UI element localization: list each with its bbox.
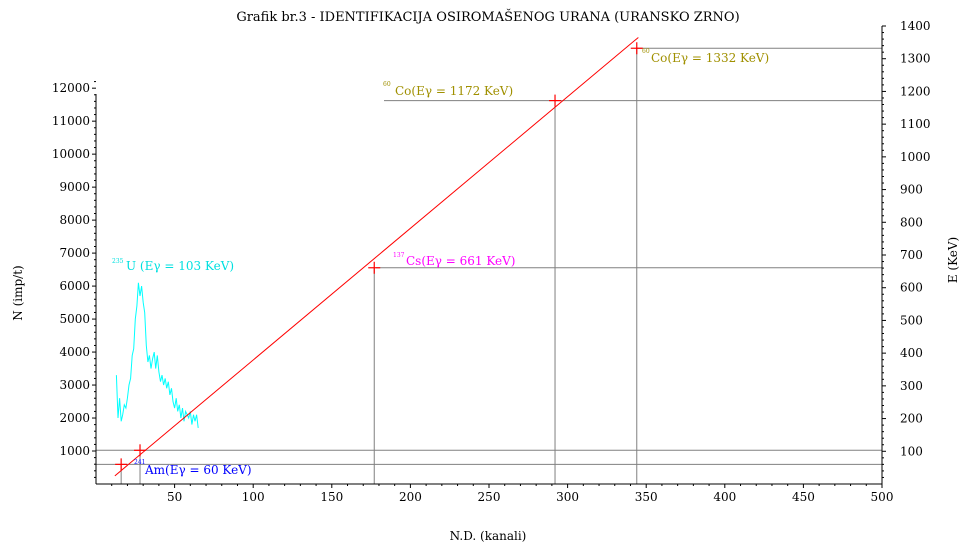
spectrum-line: [115, 282, 199, 428]
u-annotation: U (Eγ = 103 KeV): [126, 259, 234, 273]
cs-annotation: Cs(Eγ = 661 KeV): [406, 254, 515, 268]
tick-marks: 50 100 150 200 250 300 350 400 450 500 1000 2000 300…: [52, 19, 931, 504]
y-right-tick-label-1100: 1100: [900, 117, 931, 131]
co1332-iso: 60: [642, 48, 650, 55]
y-left-tick-label-7000: 7000: [59, 246, 90, 260]
y-right-axis-title: E (KeV): [946, 237, 960, 283]
y-left-tick-label-5000: 5000: [59, 312, 90, 326]
y-right-tick-label-800: 800: [900, 215, 923, 229]
y-left-tick-label-12000: 12000: [52, 81, 90, 95]
am-iso: 241: [134, 459, 145, 466]
y-right-tick-label-500: 500: [900, 313, 923, 327]
x-tick-label-450: 450: [792, 490, 815, 504]
y-left-tick-label-3000: 3000: [59, 378, 90, 392]
co1332-annotation: Co(Eγ = 1332 KeV): [651, 51, 769, 65]
x-tick-label-300: 300: [556, 490, 579, 504]
y-left-tick-label-8000: 8000: [59, 213, 90, 227]
peak-annotations: 241 Am(Eγ = 60 KeV) 235 U (Eγ = 103 KeV)…: [112, 48, 769, 477]
co1172-iso: 60: [383, 81, 391, 88]
y-right-tick-label-200: 200: [900, 412, 923, 426]
y-left-tick-label-1000: 1000: [59, 444, 90, 458]
x-tick-label-250: 250: [478, 490, 501, 504]
y-right-tick-label-1000: 1000: [900, 150, 931, 164]
y-left-tick-label-9000: 9000: [59, 180, 90, 194]
y-right-tick-label-100: 100: [900, 444, 923, 458]
y-right-tick-label-1400: 1400: [900, 19, 931, 33]
y-left-tick-label-6000: 6000: [59, 279, 90, 293]
y-left-tick-label-4000: 4000: [59, 345, 90, 359]
y-right-tick-label-700: 700: [900, 248, 923, 262]
x-tick-label-50: 50: [167, 490, 182, 504]
x-axis-title: N.D. (kanali): [450, 529, 527, 543]
peak-marker-103: [134, 444, 147, 457]
y-left-tick-label-11000: 11000: [52, 114, 90, 128]
chart-title: Grafik br.3 - IDENTIFIKACIJA OSIROMAŠENO…: [236, 8, 739, 25]
y-left-axis-title: N (imp/t): [11, 265, 25, 320]
y-right-tick-label-900: 900: [900, 183, 923, 197]
co1172-annotation: Co(Eγ = 1172 KeV): [395, 84, 513, 98]
peak-markers: [115, 42, 643, 471]
y-right-tick-label-1300: 1300: [900, 52, 931, 66]
calibration-line: [114, 37, 639, 477]
am-annotation: Am(Eγ = 60 KeV): [144, 463, 252, 477]
x-tick-label-150: 150: [320, 490, 343, 504]
peak-marker-661: [368, 261, 381, 274]
y-right-tick-label-600: 600: [900, 281, 923, 295]
x-tick-label-500: 500: [871, 490, 894, 504]
reference-lines: [96, 47, 882, 484]
peak-marker-1172: [549, 94, 562, 107]
calibration-series: [114, 37, 639, 477]
y-left-tick-label-2000: 2000: [59, 411, 90, 425]
peak-marker-60: [115, 458, 128, 471]
u-iso: 235: [112, 258, 124, 265]
y-right-tick-label-300: 300: [900, 379, 923, 393]
spectrum-series: [115, 282, 199, 428]
x-tick-label-350: 350: [635, 490, 658, 504]
cs-iso: 137: [393, 252, 405, 259]
y-left-tick-label-10000: 10000: [52, 147, 90, 161]
x-tick-label-100: 100: [242, 490, 265, 504]
x-tick-label-400: 400: [713, 490, 736, 504]
peak-marker-1332: [630, 42, 643, 55]
x-tick-label-200: 200: [399, 490, 422, 504]
y-right-tick-label-1200: 1200: [900, 84, 931, 98]
y-right-tick-label-400: 400: [900, 346, 923, 360]
